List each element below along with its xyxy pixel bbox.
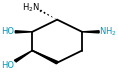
Text: HO: HO [1, 27, 14, 36]
Text: HO: HO [1, 61, 14, 70]
Polygon shape [32, 51, 58, 64]
Text: NH$_2$: NH$_2$ [99, 26, 117, 38]
Polygon shape [82, 31, 99, 33]
Polygon shape [14, 51, 32, 62]
Polygon shape [15, 31, 32, 33]
Text: H$_2$N: H$_2$N [22, 1, 40, 14]
